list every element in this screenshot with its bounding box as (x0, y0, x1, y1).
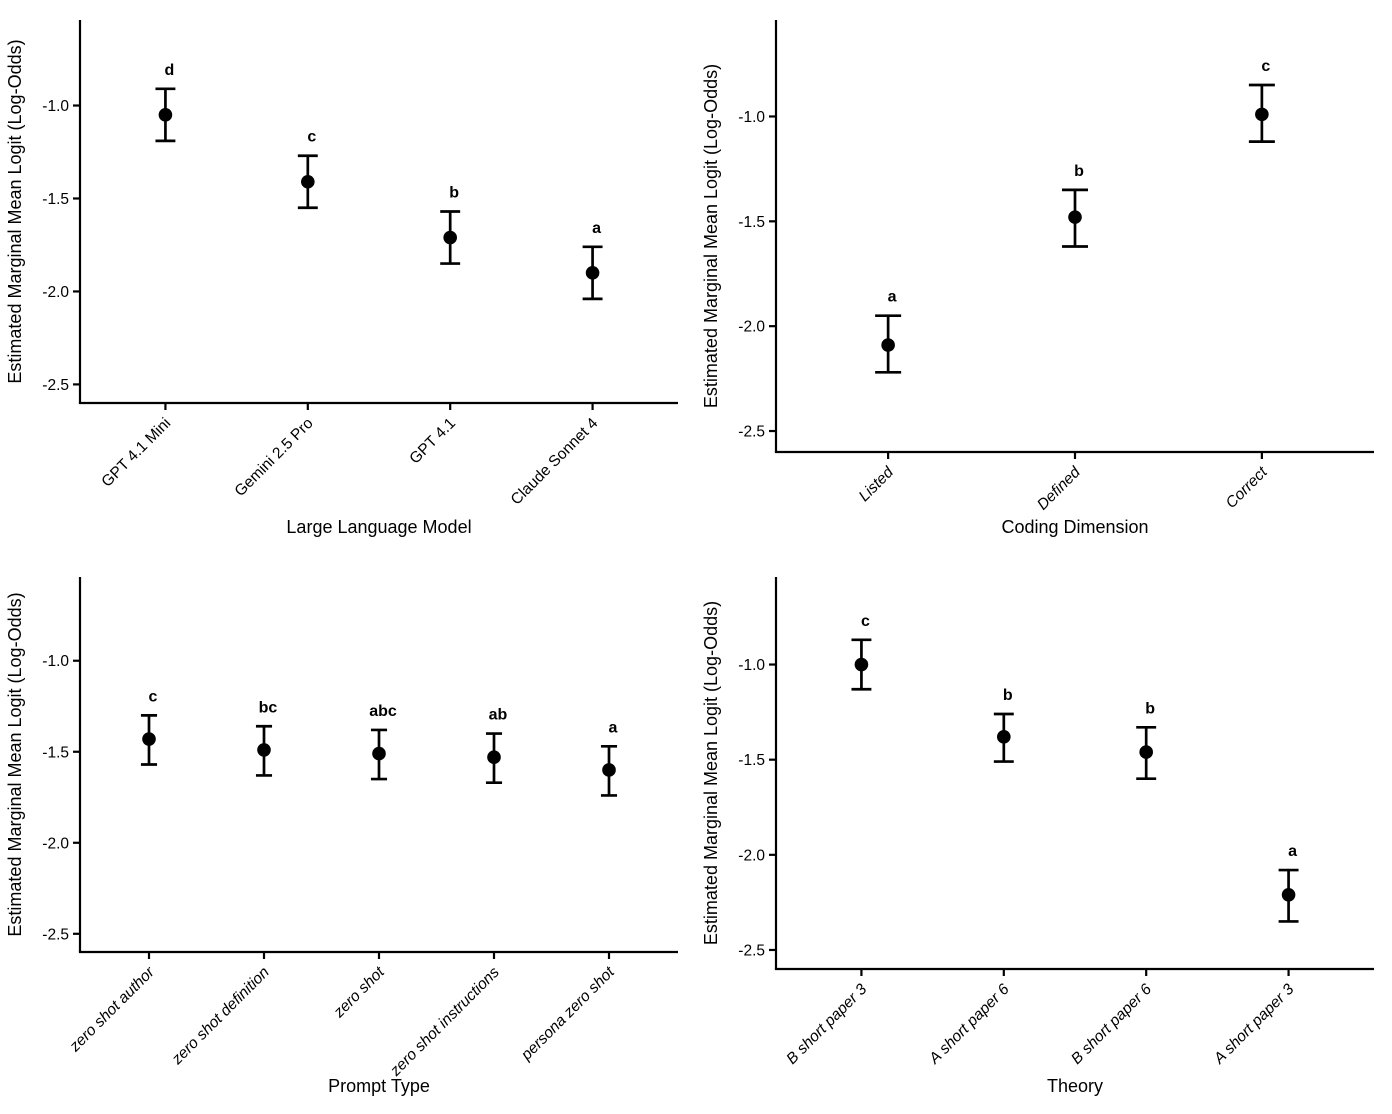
mean-point (301, 174, 315, 189)
mean-point (602, 763, 616, 777)
x-tick-label: Gemini 2.5 Pro (232, 415, 317, 500)
mean-point (142, 732, 156, 746)
y-tick-label: -2.5 (42, 377, 69, 394)
significance-letter: d (165, 62, 175, 79)
x-tick-label: zero shot author (66, 963, 159, 1056)
x-tick-label: Correct (1223, 463, 1271, 511)
y-tick-label: -1.0 (42, 653, 69, 670)
significance-letter: b (1074, 163, 1084, 180)
x-tick-label: Claude Sonnet 4 (508, 415, 602, 509)
y-tick-label: -1.0 (42, 98, 69, 115)
x-axis-title: Coding Dimension (1001, 517, 1148, 537)
x-tick-label: persona zero shot (517, 963, 618, 1064)
mean-point (585, 266, 600, 280)
pointrange-0: a (875, 289, 902, 374)
significance-letter: c (307, 129, 316, 146)
mean-point (1281, 887, 1296, 902)
x-tick-label: Defined (1034, 463, 1085, 514)
y-tick-label: -1.0 (738, 657, 765, 674)
x-tick-label: B short paper 3 (783, 981, 870, 1068)
y-tick-label: -1.5 (738, 752, 765, 769)
significance-letter: c (1261, 58, 1270, 75)
pointrange-2: b (440, 185, 461, 265)
x-tick-label: zero shot instructions (387, 964, 503, 1080)
x-tick-label: zero shot (330, 963, 388, 1021)
pointrange-3: ab (485, 707, 508, 785)
y-axis-title: Estimated Marginal Mean Logit (Log-Odds) (701, 601, 721, 945)
chart-svg-1: -1.0 -1.5 -2.0 -2.5 Listed Defined Correct a b c C… (701, 20, 1374, 537)
pointrange-3: a (1278, 843, 1299, 923)
significance-letter: ab (489, 707, 508, 724)
x-tick-label: zero shot definition (168, 964, 273, 1069)
x-axis-title: Prompt Type (328, 1076, 430, 1096)
y-axis-title: Estimated Marginal Mean Logit (Log-Odds) (5, 592, 25, 936)
significance-letter: b (449, 185, 459, 202)
mean-point (443, 230, 457, 245)
mean-point (372, 746, 386, 761)
pointrange-3: a (582, 220, 603, 301)
mean-point (1139, 745, 1153, 759)
x-axis-title: Theory (1047, 1076, 1103, 1096)
pointrange-2: b (1136, 700, 1157, 781)
panel-large-language-model: -1.0 -1.5 -2.0 -2.5 GPT 4.1 Mini Gemini 2.5 P… (0, 0, 696, 557)
mean-point (158, 108, 173, 122)
pointrange-0: c (851, 613, 872, 691)
panel-prompt-type: -1.0 -1.5 -2.0 -2.5 zero shot author zero sho… (0, 557, 696, 1114)
mean-point (1068, 210, 1082, 224)
pointrange-2: c (1248, 58, 1275, 143)
mean-point (257, 743, 271, 757)
pointrange-1: c (297, 129, 318, 210)
significance-letter: a (1288, 843, 1297, 860)
y-tick-label: -2.0 (42, 284, 69, 301)
panel-coding-dimension: -1.0 -1.5 -2.0 -2.5 Listed Defined Correct a b c C… (696, 0, 1392, 557)
mean-point (854, 657, 869, 672)
y-axis-title: Estimated Marginal Mean Logit (Log-Odds) (701, 64, 721, 408)
y-tick-label: -2.5 (738, 942, 765, 959)
x-tick-label: GPT 4.1 (406, 415, 459, 468)
panel-theory: -1.0 -1.5 -2.0 -2.5 B short paper 3 A short p… (696, 557, 1392, 1114)
x-axis-title: Large Language Model (286, 517, 471, 537)
y-axis-title: Estimated Marginal Mean Logit (Log-Odds) (5, 39, 25, 383)
y-tick-label: -1.5 (42, 744, 69, 761)
significance-letter: bc (259, 699, 278, 716)
y-tick-label: -1.0 (738, 109, 765, 126)
significance-letter: a (609, 719, 618, 736)
mean-point (997, 730, 1011, 744)
pointrange-2: abc (369, 703, 397, 781)
pointrange-1: bc (255, 699, 278, 777)
y-tick-label: -2.0 (738, 319, 765, 336)
pointrange-0: c (140, 688, 158, 766)
chart-svg-3: -1.0 -1.5 -2.0 -2.5 B short paper 3 A short p… (701, 577, 1374, 1096)
significance-letter: b (1003, 687, 1013, 704)
significance-letter: b (1145, 700, 1155, 717)
x-tick-label: A short paper 3 (1210, 981, 1298, 1069)
x-tick-label: Listed (856, 463, 898, 505)
y-tick-label: -1.5 (42, 191, 69, 208)
significance-letter: c (861, 613, 870, 630)
x-tick-label: A short paper 6 (925, 981, 1013, 1069)
mean-point (487, 750, 501, 765)
x-tick-label: GPT 4.1 Mini (98, 415, 174, 491)
y-tick-label: -2.5 (42, 926, 69, 943)
significance-letter: a (592, 220, 601, 237)
chart-svg-0: -1.0 -1.5 -2.0 -2.5 GPT 4.1 Mini Gemini 2.5 P… (5, 20, 678, 537)
y-tick-label: -2.5 (738, 424, 765, 441)
pointrange-0: d (155, 62, 176, 143)
significance-letter: abc (369, 703, 397, 720)
y-tick-label: -2.0 (42, 835, 69, 852)
y-tick-label: -1.5 (738, 214, 765, 231)
pointrange-1: b (993, 687, 1014, 763)
significance-letter: a (888, 289, 897, 306)
x-tick-label: B short paper 6 (1068, 981, 1155, 1068)
significance-letter: c (149, 688, 158, 705)
mean-point (1255, 107, 1269, 122)
mean-point (881, 338, 895, 352)
y-tick-label: -2.0 (738, 847, 765, 864)
pointrange-4: a (600, 719, 618, 797)
pointrange-1: b (1062, 163, 1088, 248)
